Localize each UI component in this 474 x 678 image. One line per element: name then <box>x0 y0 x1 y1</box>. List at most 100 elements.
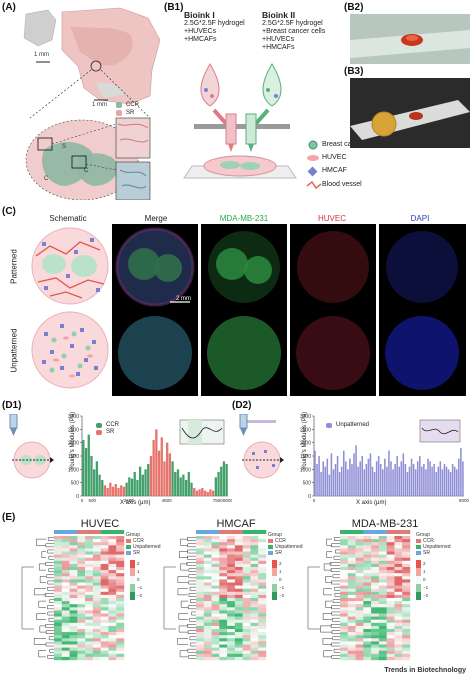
heatmap-cell <box>108 585 117 589</box>
bar-unpatterned <box>402 453 405 496</box>
heatmap-cell <box>100 591 109 596</box>
heatmap-cell <box>258 560 267 565</box>
heatmap-cell <box>242 653 251 658</box>
heatmap-cell <box>355 576 364 580</box>
heatmap-cell <box>363 635 372 639</box>
heatmap-cell <box>196 601 204 605</box>
heatmap-cell <box>100 656 109 661</box>
legend-breast-cancer-cell: Breast cancer cell <box>322 141 378 148</box>
heatmap-cell <box>402 635 411 639</box>
heatmap-cell <box>85 539 94 543</box>
heatmap-cell <box>258 567 267 571</box>
heatmap-cell <box>77 644 86 648</box>
heatmap-cell <box>378 582 387 586</box>
heatmap-cell <box>355 563 364 568</box>
heatmap-cell <box>77 582 86 586</box>
heatmap-cell <box>234 576 243 580</box>
bar-unpatterned <box>429 461 431 496</box>
heatmap-cell <box>258 570 267 574</box>
heatmap-cell <box>347 567 356 571</box>
heatmap-cell <box>69 557 78 561</box>
heatmap-cell <box>227 601 236 605</box>
heatmap-cell <box>77 610 86 614</box>
heatmap-cell <box>54 610 62 614</box>
bar-ccr <box>84 448 88 496</box>
group-bar-cell <box>54 530 62 534</box>
heatmap-cell <box>378 567 387 571</box>
heatmap-cell <box>258 622 267 627</box>
heatmap-cell <box>69 613 78 617</box>
heatmap-cell <box>85 641 94 645</box>
heatmap-cell <box>54 644 62 648</box>
heatmap-cell <box>227 545 236 549</box>
heatmap-cell <box>371 632 380 636</box>
heatmap-cell <box>92 588 101 592</box>
heatmap-cell <box>363 616 372 620</box>
heatmap-cell <box>85 579 94 583</box>
heatmap-cell <box>69 560 78 565</box>
heatmap-cell <box>116 548 125 552</box>
heatmap-cell <box>203 588 212 592</box>
bar-ccr <box>179 477 182 496</box>
bar-unpatterned <box>425 469 427 496</box>
heatmap-cell <box>54 641 62 645</box>
heatmap-cell <box>85 607 94 611</box>
heatmap-cell <box>116 656 125 661</box>
heatmap-cell <box>355 539 364 543</box>
heatmap-cell <box>386 560 395 565</box>
heatmap-cell <box>347 610 356 614</box>
heatmap-cell <box>347 576 356 580</box>
heatmap-cell <box>250 573 259 577</box>
heatmap-cell <box>100 610 109 614</box>
heatmap-cell <box>54 573 62 577</box>
heatmap-cell <box>402 539 411 543</box>
heatmap-cell <box>242 567 251 571</box>
group-sr-label: SR <box>423 550 430 556</box>
heatmap-cell <box>219 579 228 583</box>
bioink2-desc: 2.5G*2.5F hydrogel +Breast cancer cells … <box>262 20 325 52</box>
bioink1-line: 2.5G*2.5F hydrogel <box>184 20 245 27</box>
heatmap-cell <box>211 613 220 617</box>
heatmap-cell <box>378 542 387 546</box>
heatmap-cell <box>227 635 236 639</box>
heatmap-cell <box>61 536 70 540</box>
heatmap-cell <box>402 542 411 546</box>
heatmap-cell <box>402 604 411 608</box>
heatmap-cell <box>355 601 364 605</box>
heatmap-cell <box>108 557 117 561</box>
color-scale-label: −2 <box>279 593 285 598</box>
heatmap-cell <box>234 594 243 599</box>
heatmap-cell <box>203 585 212 589</box>
heatmap-cell <box>242 619 251 623</box>
heatmap-cell <box>203 539 212 543</box>
heatmap-cell <box>394 585 403 589</box>
heatmap-cell <box>196 653 204 658</box>
heatmap-cell <box>61 616 70 620</box>
heatmap-cell <box>394 567 403 571</box>
heatmap-cell <box>402 545 411 549</box>
col-header-mda: MDA-MB-231 <box>219 214 269 223</box>
heatmap-cell <box>100 650 109 654</box>
heatmap-cell <box>363 594 372 599</box>
bar-unpatterned <box>316 464 318 496</box>
afm-schematic-patterned <box>9 414 54 479</box>
bioink2-line: 2.5G*2.5F hydrogel <box>262 20 323 27</box>
heatmap-cell <box>92 579 101 583</box>
heatmap-cell <box>394 570 403 574</box>
heatmap-cell <box>116 591 125 596</box>
heatmap-cell <box>92 560 101 565</box>
heatmap-cell <box>100 548 109 552</box>
heatmap-cell <box>211 536 220 540</box>
heatmap-cell <box>258 616 267 620</box>
heatmap-cell <box>371 591 380 596</box>
heatmap-cell <box>77 650 86 654</box>
heatmap-cell <box>227 582 236 586</box>
heatmap-cell <box>363 641 372 645</box>
heatmap-cell <box>196 619 204 623</box>
heatmap-cell <box>250 579 259 583</box>
heatmap-cell <box>242 616 251 620</box>
heatmap-cell <box>85 567 94 571</box>
heatmap-cell <box>203 579 212 583</box>
color-scale-label: −1 <box>279 585 285 590</box>
heatmap-cell <box>242 610 251 614</box>
